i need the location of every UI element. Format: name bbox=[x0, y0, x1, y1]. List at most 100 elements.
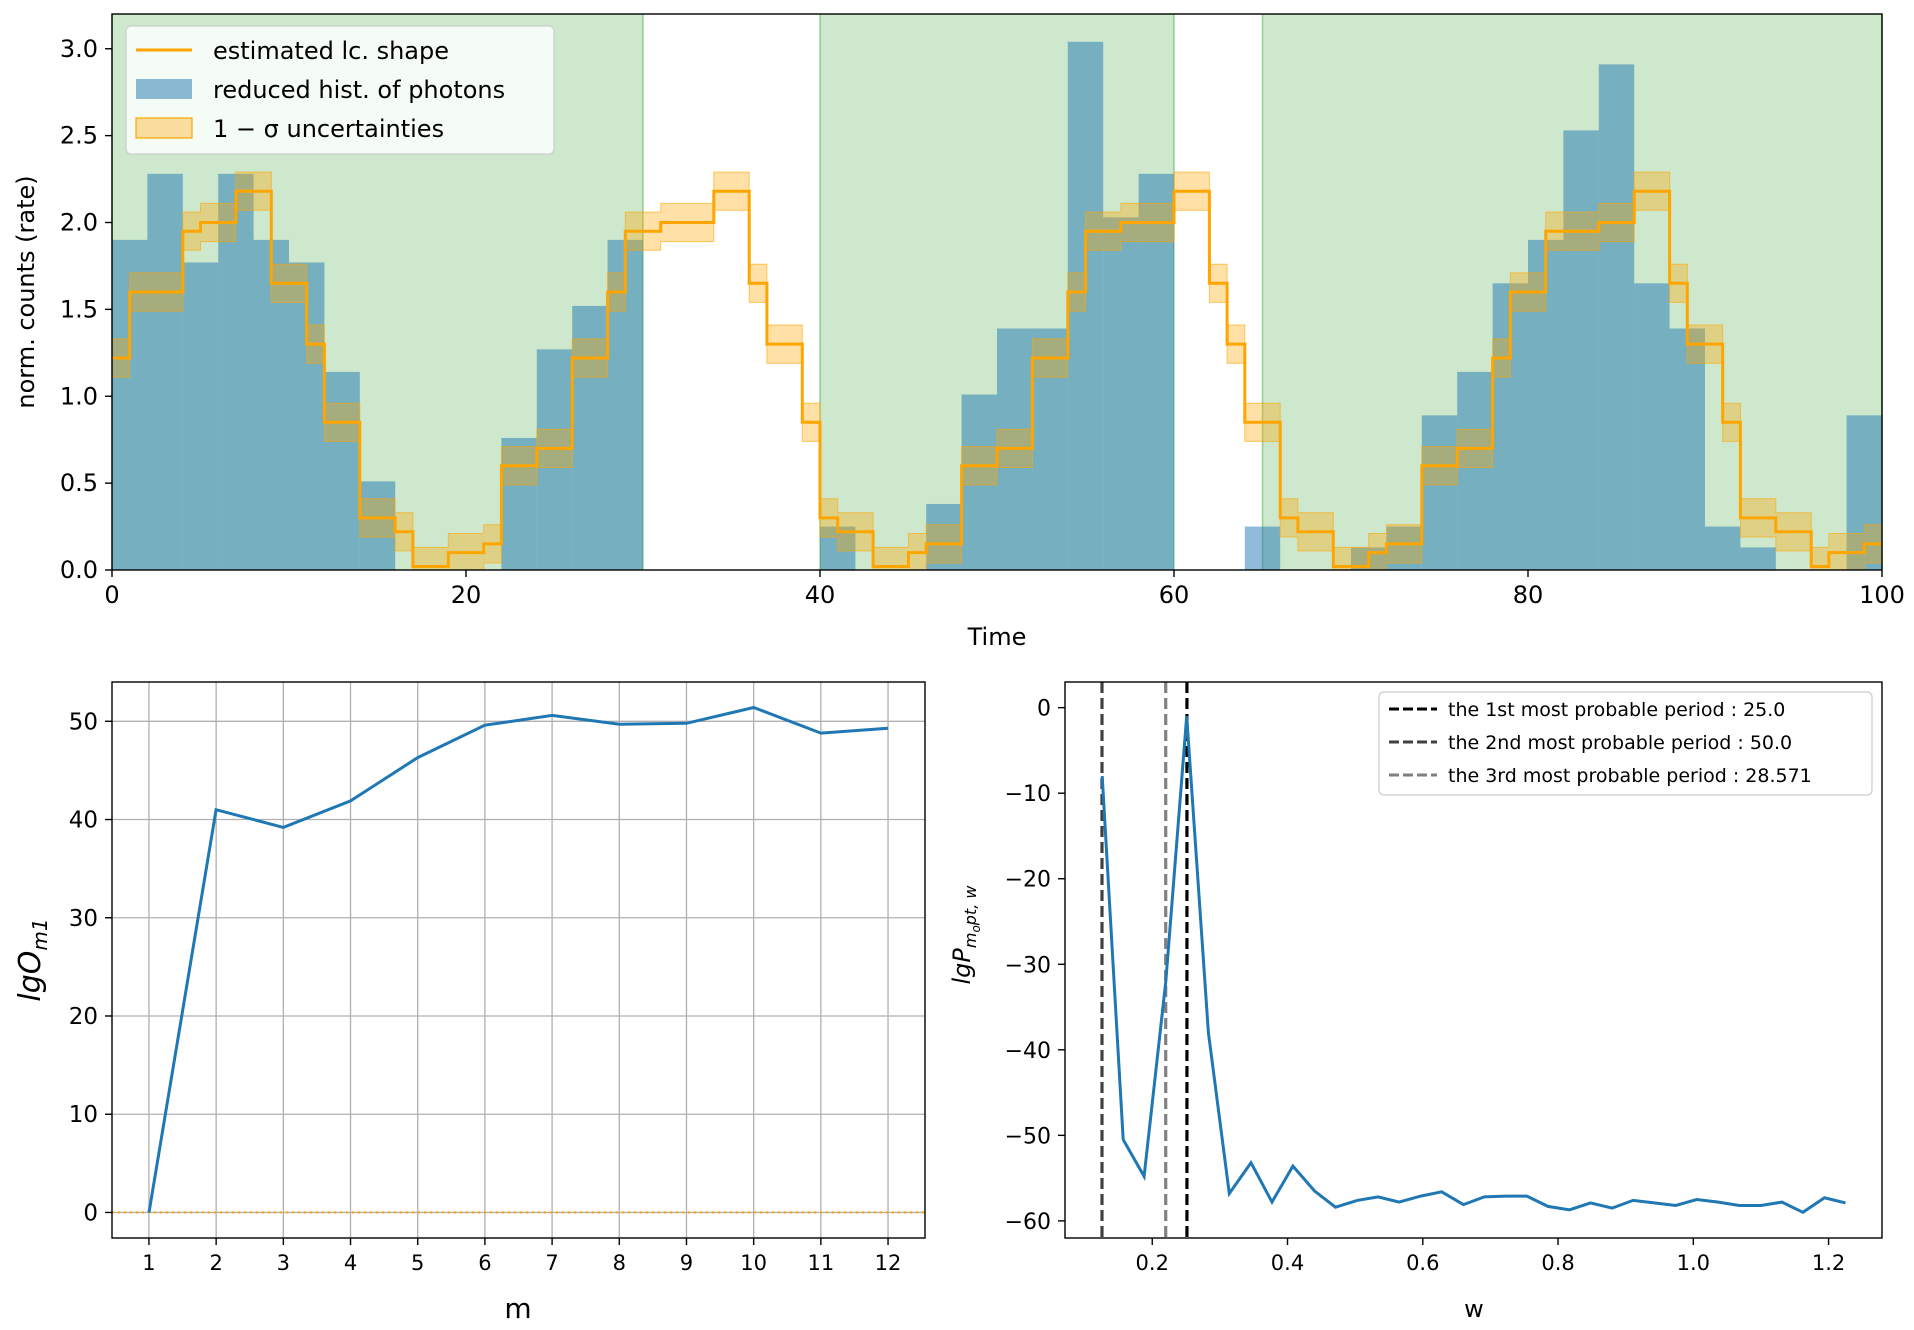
br-y-label-sub2: pt, w bbox=[961, 885, 980, 927]
bl-y-ticks: 0 10 20 30 40 50 bbox=[69, 709, 112, 1226]
br-posterior-line bbox=[1100, 716, 1846, 1215]
hist-bar-7 bbox=[359, 481, 396, 570]
br-legend-label-1: the 1st most probable period : 25.0 bbox=[1448, 699, 1785, 721]
bl-odds-path bbox=[147, 705, 889, 1213]
bl-x-label: m bbox=[504, 1292, 531, 1325]
hist-bar-42 bbox=[1740, 547, 1776, 570]
top-legend: estimated lc. shape reduced hist. of pho… bbox=[125, 25, 555, 155]
bl-xtick-label-2: 3 bbox=[277, 1251, 290, 1275]
photon-histogram bbox=[112, 41, 1882, 571]
top-xtick-label-1: 20 bbox=[451, 581, 482, 609]
bl-ytick-label-2: 20 bbox=[69, 1004, 98, 1030]
top-y-label: norm. counts (rate) bbox=[12, 175, 40, 408]
br-x-ticks: 0.2 0.4 0.6 0.8 1.0 1.2 bbox=[1136, 1238, 1845, 1275]
top-ytick-label-4: 2.0 bbox=[60, 209, 98, 237]
br-xtick-label-2: 0.6 bbox=[1406, 1251, 1439, 1275]
hist-bar-41 bbox=[1705, 526, 1741, 570]
bl-xtick-label-9: 10 bbox=[740, 1251, 767, 1275]
hist-bar-2 bbox=[182, 262, 219, 570]
bl-y-label-main: lgO bbox=[13, 951, 48, 1002]
br-x-label: w bbox=[1464, 1295, 1484, 1323]
br-vlines bbox=[1100, 682, 1189, 1238]
bl-ytick-label-5: 50 bbox=[69, 709, 98, 735]
posterior-panel: 0.2 0.4 0.6 0.8 1.0 1.2 0 −10 −20 −30 −40 −50 −60 w… bbox=[948, 681, 1883, 1323]
br-y-label-main: lgP bbox=[948, 948, 976, 985]
top-ytick-label-3: 1.5 bbox=[60, 295, 98, 323]
br-xtick-label-0: 0.2 bbox=[1136, 1251, 1169, 1275]
top-x-label: Time bbox=[967, 623, 1027, 651]
hist-bar-37 bbox=[1563, 130, 1599, 570]
br-legend-box bbox=[1378, 691, 1873, 796]
hist-bar-40 bbox=[1669, 328, 1705, 570]
hist-bar-13 bbox=[572, 305, 608, 570]
legend-box bbox=[125, 25, 555, 155]
bl-ytick-label-1: 10 bbox=[69, 1102, 98, 1128]
bl-xtick-label-1: 2 bbox=[209, 1251, 222, 1275]
hist-bar-11 bbox=[501, 437, 537, 570]
top-ytick-label-5: 2.5 bbox=[60, 122, 98, 150]
top-xtick-label-5: 100 bbox=[1859, 581, 1905, 609]
br-ytick-label-6: −60 bbox=[1005, 1210, 1051, 1235]
hist-bar-19 bbox=[926, 503, 962, 570]
lc-shape-path bbox=[112, 189, 1882, 568]
legend-swatch-band bbox=[135, 117, 193, 139]
br-xtick-label-3: 0.8 bbox=[1541, 1251, 1574, 1275]
br-ytick-label-3: −30 bbox=[1005, 953, 1051, 978]
br-y-label: lgPmopt, w bbox=[948, 885, 983, 985]
top-ytick-label-6: 3.0 bbox=[60, 35, 98, 63]
hist-bar-12 bbox=[536, 349, 573, 570]
hist-bar-22 bbox=[1032, 328, 1068, 570]
br-ytick-label-4: −40 bbox=[1005, 1039, 1051, 1064]
lightcurve-panel: 0 20 40 60 80 100 0.00.51.01.52.02.53.0 Time … bbox=[12, 13, 1905, 651]
br-legend: the 1st most probable period : 25.0 the … bbox=[1378, 691, 1873, 796]
bl-ytick-label-0: 0 bbox=[83, 1200, 98, 1226]
hist-bar-38 bbox=[1598, 64, 1635, 570]
top-xtick-label-3: 60 bbox=[1159, 581, 1190, 609]
hist-bar-20 bbox=[961, 394, 997, 570]
bl-xtick-label-10: 11 bbox=[807, 1251, 834, 1275]
br-axes-frame bbox=[1064, 681, 1883, 1239]
bl-y-label-sub: m1 bbox=[28, 918, 52, 950]
hist-bar-1 bbox=[147, 173, 183, 570]
br-legend-label-3: the 3rd most probable period : 28.571 bbox=[1448, 765, 1812, 787]
top-axes-frame bbox=[111, 13, 1883, 571]
legend-swatch-hist bbox=[136, 79, 192, 99]
br-ytick-label-5: −50 bbox=[1005, 1124, 1051, 1149]
bl-ytick-label-3: 30 bbox=[69, 906, 98, 932]
br-posterior-path bbox=[1100, 716, 1846, 1215]
br-ytick-label-0: 0 bbox=[1037, 697, 1051, 722]
top-ytick-label-0: 0.0 bbox=[60, 556, 98, 584]
bl-x-ticks: 1 2 3 4 5 6 7 8 9 10 11 12 bbox=[142, 1238, 901, 1275]
hist-bar-33 bbox=[1421, 415, 1458, 570]
top-xtick-label-0: 0 bbox=[104, 581, 119, 609]
bl-ytick-label-4: 40 bbox=[69, 808, 98, 834]
br-legend-label-2: the 2nd most probable period : 50.0 bbox=[1448, 732, 1792, 754]
hist-bar-27 bbox=[1244, 526, 1263, 570]
bl-xtick-label-0: 1 bbox=[142, 1251, 155, 1275]
hist-bar-28 bbox=[1262, 526, 1281, 570]
bl-xtick-label-3: 4 bbox=[344, 1251, 357, 1275]
bl-xtick-label-6: 7 bbox=[545, 1251, 558, 1275]
br-ytick-label-2: −20 bbox=[1005, 868, 1051, 893]
bl-xtick-label-4: 5 bbox=[411, 1251, 424, 1275]
hist-bar-6 bbox=[324, 371, 360, 570]
hist-bar-34 bbox=[1457, 371, 1493, 570]
hist-bar-24 bbox=[1103, 217, 1139, 570]
top-y-ticks: 0.0 0.5 1.0 1.5 2.0 2.5 3.0 bbox=[60, 35, 112, 584]
bl-xtick-label-11: 12 bbox=[875, 1251, 902, 1275]
bl-xtick-label-8: 9 bbox=[680, 1251, 693, 1275]
br-xtick-label-4: 1.0 bbox=[1677, 1251, 1710, 1275]
br-y-label-text: lgPmopt, w bbox=[948, 885, 983, 985]
top-ytick-label-1: 0.5 bbox=[60, 469, 98, 497]
bl-xtick-label-7: 8 bbox=[613, 1251, 626, 1275]
legend-label-hist: reduced hist. of photons bbox=[213, 76, 505, 104]
br-y-label-subsub: o bbox=[969, 925, 983, 932]
br-xtick-label-1: 0.4 bbox=[1271, 1251, 1304, 1275]
legend-label-lc: estimated lc. shape bbox=[213, 37, 449, 65]
top-ytick-label-2: 1.0 bbox=[60, 382, 98, 410]
bl-axes-frame bbox=[111, 681, 926, 1239]
hist-bar-39 bbox=[1634, 283, 1670, 570]
bl-y-label: lgOm1 bbox=[13, 918, 52, 1001]
